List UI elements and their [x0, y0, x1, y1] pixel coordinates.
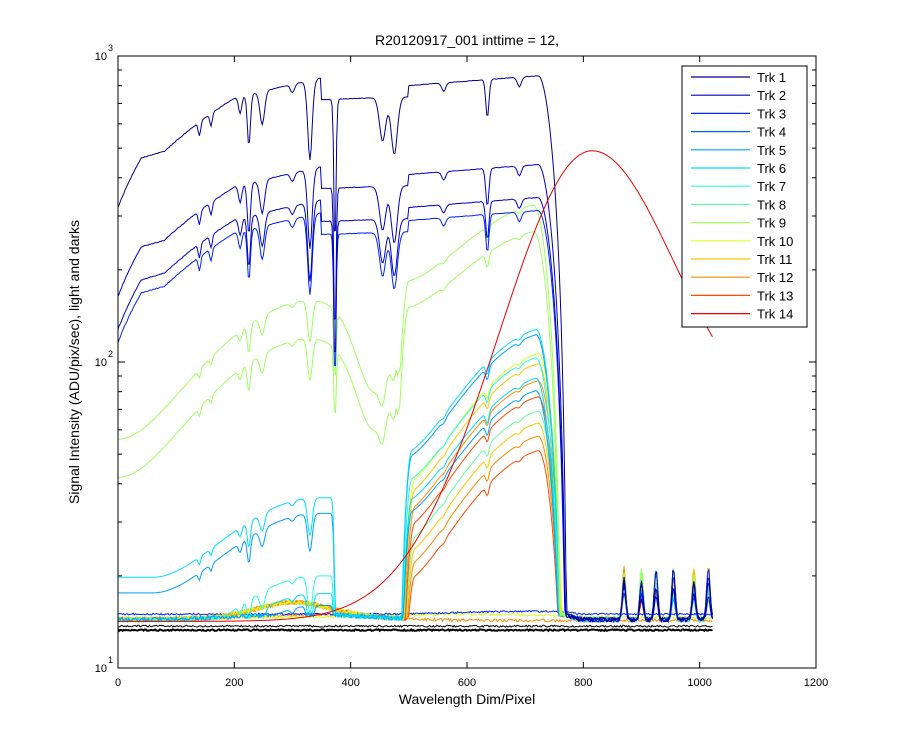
x-tick-label: 400	[341, 677, 359, 689]
x-tick-label: 1200	[804, 677, 828, 689]
dark-frame-trace	[118, 627, 713, 633]
y-axis-label: Signal Intensity (ADU/pix/sec), light an…	[66, 220, 82, 504]
x-tick-label: 200	[225, 677, 243, 689]
legend-label: Trk 8	[757, 197, 786, 212]
series-layer	[118, 75, 713, 633]
legend-label: Trk 9	[757, 216, 786, 231]
x-tick-label: 800	[574, 677, 592, 689]
x-tick-label: 600	[458, 677, 476, 689]
legend-label: Trk 7	[757, 179, 786, 194]
legend-label: Trk 6	[757, 161, 786, 176]
legend-label: Trk 4	[757, 125, 786, 140]
legend-label: Trk 10	[757, 234, 793, 249]
series-line-trk-1	[118, 75, 713, 624]
series-line-trk-3	[118, 209, 713, 624]
dark-frame-trace	[118, 624, 713, 629]
y-tick-label-exponent: 2	[108, 349, 113, 359]
x-axis-ticks: 0 200 400 600 800 1000 1200	[115, 56, 828, 689]
series-line-trk-2-b	[118, 163, 713, 623]
series-line-trk-14	[118, 150, 713, 622]
y-tick-label-base: 10	[95, 663, 107, 675]
chart-title: R20120917_001 inttime = 12,	[375, 32, 559, 48]
legend-label: Trk 11	[757, 252, 792, 267]
legend-label: Trk 2	[757, 88, 786, 103]
legend: Trk 1 Trk 2 Trk 3 Trk 4 Trk 5 Trk 6 Trk 7 Trk 8…	[681, 65, 808, 328]
legend-label: Trk 12	[757, 270, 793, 285]
legend-label: Trk 3	[757, 106, 786, 121]
legend-label: Trk 14	[757, 307, 793, 322]
dark-frame-trace	[118, 609, 713, 616]
x-tick-label: 1000	[687, 677, 711, 689]
y-tick-label-base: 10	[95, 51, 107, 63]
legend-label: Trk 1	[757, 70, 786, 85]
x-axis-label: Wavelength Dim/Pixel	[399, 691, 535, 707]
legend-label: Trk 13	[757, 288, 793, 303]
legend-box	[681, 65, 808, 328]
y-tick-label-exponent: 1	[108, 655, 113, 665]
y-tick-label-base: 10	[95, 357, 107, 369]
y-tick-label-exponent: 3	[108, 43, 113, 53]
x-tick-label: 0	[115, 677, 121, 689]
legend-label: Trk 5	[757, 143, 786, 158]
